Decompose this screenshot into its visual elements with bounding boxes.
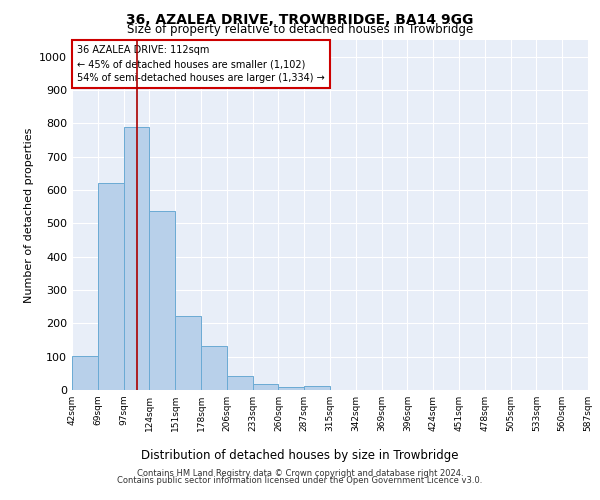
Text: Contains HM Land Registry data © Crown copyright and database right 2024.: Contains HM Land Registry data © Crown c… [137,468,463,477]
Text: 36 AZALEA DRIVE: 112sqm
← 45% of detached houses are smaller (1,102)
54% of semi: 36 AZALEA DRIVE: 112sqm ← 45% of detache… [77,46,325,84]
Bar [253,384,278,390]
Y-axis label: Number of detached properties: Number of detached properties [23,128,34,302]
Bar [304,386,330,390]
Bar [278,386,304,390]
Bar [175,316,201,390]
Text: Contains public sector information licensed under the Open Government Licence v3: Contains public sector information licen… [118,476,482,485]
Text: Distribution of detached houses by size in Trowbridge: Distribution of detached houses by size … [141,450,459,462]
Bar [98,182,124,390]
Bar [72,356,98,390]
Bar [124,128,149,390]
Text: 36, AZALEA DRIVE, TROWBRIDGE, BA14 9GG: 36, AZALEA DRIVE, TROWBRIDGE, BA14 9GG [127,12,473,26]
Bar [201,346,227,390]
Bar [149,210,175,390]
Text: Size of property relative to detached houses in Trowbridge: Size of property relative to detached ho… [127,22,473,36]
Bar [227,376,253,390]
